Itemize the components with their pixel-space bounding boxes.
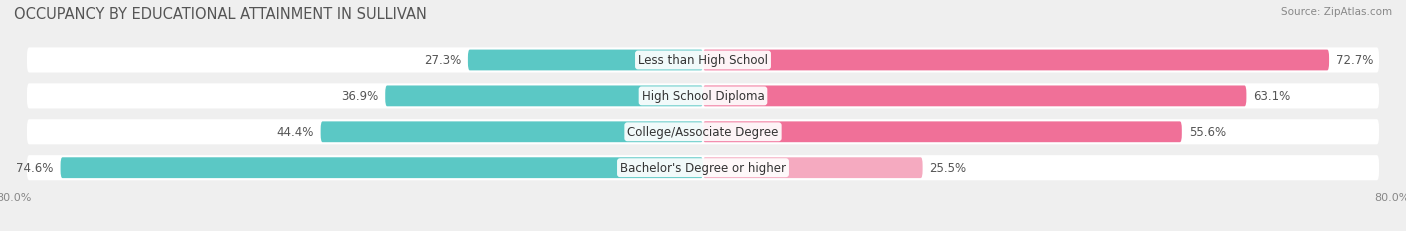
FancyBboxPatch shape — [321, 122, 703, 143]
Text: 36.9%: 36.9% — [342, 90, 378, 103]
FancyBboxPatch shape — [27, 155, 1379, 180]
Text: 44.4%: 44.4% — [277, 126, 314, 139]
Text: OCCUPANCY BY EDUCATIONAL ATTAINMENT IN SULLIVAN: OCCUPANCY BY EDUCATIONAL ATTAINMENT IN S… — [14, 7, 427, 22]
Text: College/Associate Degree: College/Associate Degree — [627, 126, 779, 139]
Text: 55.6%: 55.6% — [1188, 126, 1226, 139]
Text: Bachelor's Degree or higher: Bachelor's Degree or higher — [620, 161, 786, 174]
Text: 63.1%: 63.1% — [1253, 90, 1291, 103]
FancyBboxPatch shape — [27, 120, 1379, 145]
Text: 72.7%: 72.7% — [1336, 54, 1374, 67]
Text: 27.3%: 27.3% — [423, 54, 461, 67]
Text: Less than High School: Less than High School — [638, 54, 768, 67]
FancyBboxPatch shape — [468, 50, 703, 71]
FancyBboxPatch shape — [385, 86, 703, 107]
Text: 74.6%: 74.6% — [17, 161, 53, 174]
FancyBboxPatch shape — [703, 122, 1182, 143]
FancyBboxPatch shape — [27, 84, 1379, 109]
Text: Source: ZipAtlas.com: Source: ZipAtlas.com — [1281, 7, 1392, 17]
Text: 25.5%: 25.5% — [929, 161, 966, 174]
FancyBboxPatch shape — [703, 158, 922, 178]
FancyBboxPatch shape — [703, 86, 1246, 107]
Text: High School Diploma: High School Diploma — [641, 90, 765, 103]
FancyBboxPatch shape — [60, 158, 703, 178]
FancyBboxPatch shape — [27, 48, 1379, 73]
FancyBboxPatch shape — [703, 50, 1329, 71]
